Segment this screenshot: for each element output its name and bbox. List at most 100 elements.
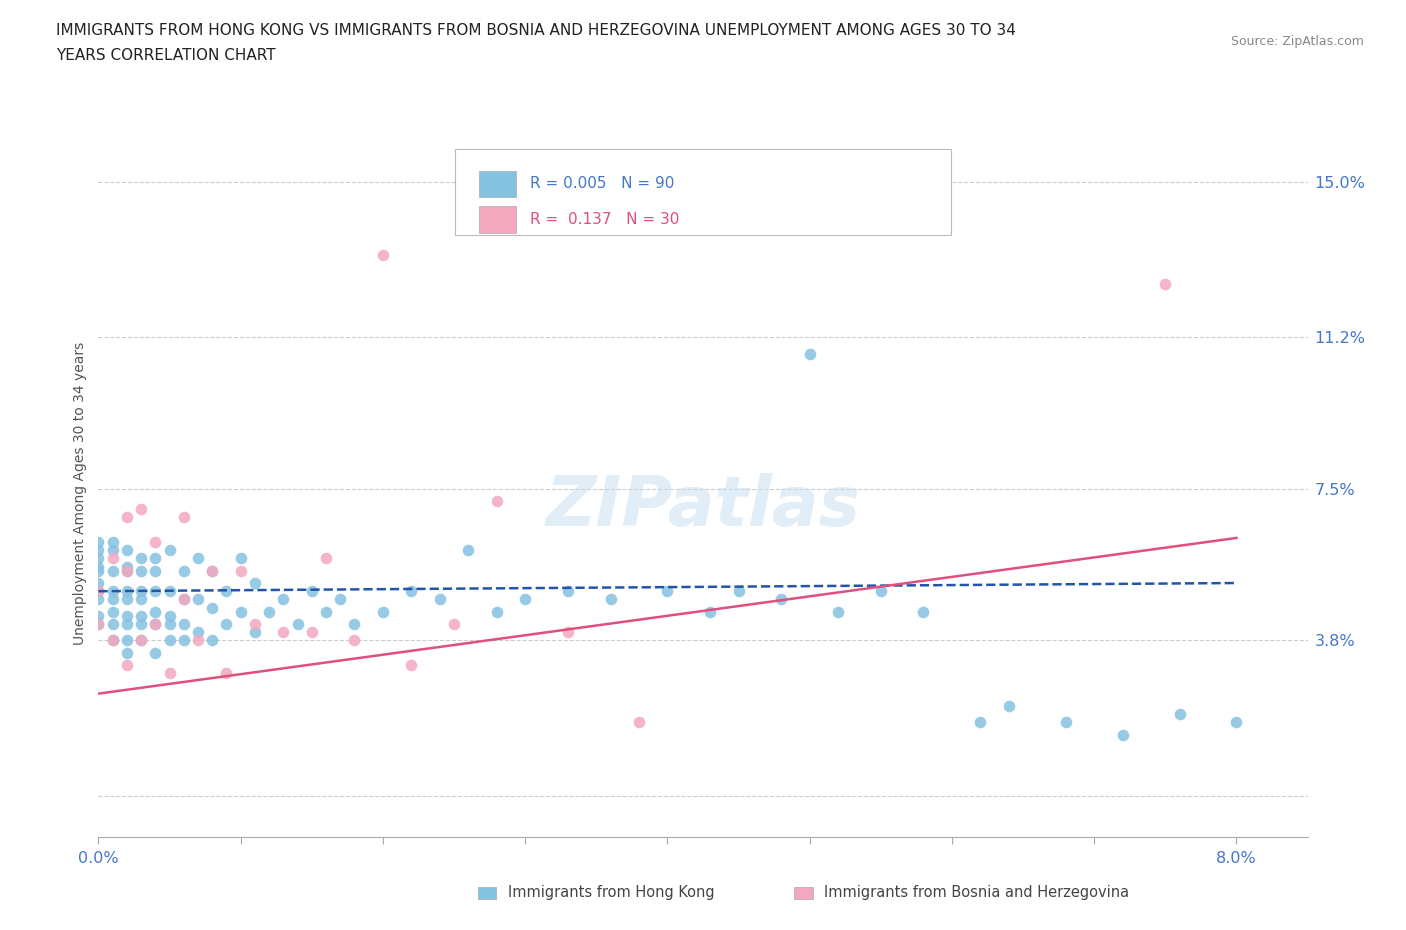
Point [315,604,337,619]
Text: Immigrants from Bosnia and Herzegovina: Immigrants from Bosnia and Herzegovina [824,885,1129,900]
Point [657,584,679,599]
Point [1168,707,1191,722]
Point [229,551,252,565]
Point [159,617,181,631]
Point [87,584,110,599]
Point [799,346,821,361]
Point [1054,715,1077,730]
Point [315,551,337,565]
Point [129,592,152,607]
Point [87,617,110,631]
Point [115,645,138,660]
Point [159,633,181,648]
Point [869,584,891,599]
Point [129,633,152,648]
Point [301,584,323,599]
Point [243,576,266,591]
Point [215,617,238,631]
Point [912,604,935,619]
Point [87,564,110,578]
Text: IMMIGRANTS FROM HONG KONG VS IMMIGRANTS FROM BOSNIA AND HERZEGOVINA UNEMPLOYMENT: IMMIGRANTS FROM HONG KONG VS IMMIGRANTS … [56,23,1017,38]
Point [143,617,166,631]
Point [343,633,366,648]
Point [129,617,152,631]
Point [87,535,110,550]
Point [115,543,138,558]
Point [215,584,238,599]
Point [101,617,124,631]
Point [143,645,166,660]
Point [457,543,479,558]
Point [699,604,721,619]
Point [101,551,124,565]
Point [87,584,110,599]
Point [129,608,152,623]
Point [115,510,138,525]
Point [173,592,195,607]
Point [1154,276,1177,291]
FancyBboxPatch shape [456,149,950,235]
Point [115,608,138,623]
Point [301,625,323,640]
Point [101,633,124,648]
Point [727,584,749,599]
Point [159,666,181,681]
Point [201,564,224,578]
Point [159,543,181,558]
Point [1111,727,1133,742]
Point [201,600,224,615]
Point [115,658,138,672]
Point [101,592,124,607]
Point [257,604,280,619]
Point [129,584,152,599]
Point [287,617,309,631]
Point [87,559,110,574]
Point [187,551,209,565]
Point [129,551,152,565]
Point [557,584,579,599]
Point [129,502,152,517]
Point [115,564,138,578]
Text: YEARS CORRELATION CHART: YEARS CORRELATION CHART [56,48,276,63]
Point [201,564,224,578]
Point [599,592,621,607]
Point [173,564,195,578]
Point [87,543,110,558]
Point [371,248,394,263]
Point [627,715,650,730]
Point [515,592,537,607]
Point [187,625,209,640]
Point [201,633,224,648]
Point [429,592,451,607]
Point [143,535,166,550]
FancyBboxPatch shape [479,171,516,197]
Point [243,625,266,640]
Point [87,551,110,565]
Text: Source: ZipAtlas.com: Source: ZipAtlas.com [1230,35,1364,48]
Point [273,625,295,640]
Point [401,658,423,672]
Point [401,584,423,599]
Point [969,715,991,730]
Text: Immigrants from Hong Kong: Immigrants from Hong Kong [508,885,714,900]
Point [87,592,110,607]
Point [115,584,138,599]
Point [187,592,209,607]
Point [173,633,195,648]
Point [173,617,195,631]
Point [143,617,166,631]
Point [129,633,152,648]
Point [485,604,508,619]
Point [101,584,124,599]
Point [115,617,138,631]
Point [115,564,138,578]
FancyBboxPatch shape [479,206,516,232]
Point [371,604,394,619]
Point [998,698,1021,713]
Point [101,633,124,648]
Text: R = 0.005   N = 90: R = 0.005 N = 90 [530,177,675,192]
Point [115,592,138,607]
Point [129,564,152,578]
Point [143,551,166,565]
Point [1225,715,1247,730]
